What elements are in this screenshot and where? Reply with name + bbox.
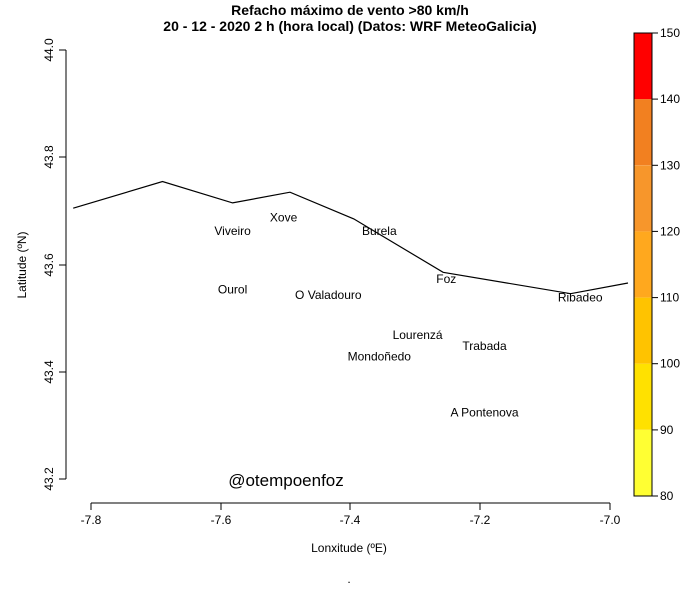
colorbar-tick-label-150: 150 bbox=[660, 26, 680, 40]
colorbar-tick-label-100: 100 bbox=[660, 357, 680, 371]
place-label-mondoñedo: Mondoñedo bbox=[348, 350, 412, 364]
plot-area: Xove Viveiro Burela Foz Ribadeo Ourol O Valado… bbox=[73, 180, 629, 420]
y-tick-label-43-4: 43.4 bbox=[42, 360, 56, 384]
place-labels: Xove Viveiro Burela Foz Ribadeo Ourol O Valado… bbox=[214, 211, 603, 420]
place-label-lourenzá: Lourenzá bbox=[393, 328, 443, 342]
colorbar-band-80-90 bbox=[634, 429, 652, 496]
colorbar-tick-label-90: 90 bbox=[660, 423, 674, 437]
place-label-foz: Foz bbox=[436, 272, 456, 286]
author-credit: @otempoenfoz bbox=[228, 471, 344, 490]
colorbar-frame bbox=[633, 32, 653, 497]
y-axis: 43.2 43.4 43.6 43.8 44.0 Latitude (ºN) bbox=[15, 38, 67, 491]
place-label-a-pontenova: A Pontenova bbox=[450, 406, 518, 420]
wind-gust-colorbar: 80 90 100 110 120 130 140 150 bbox=[633, 26, 680, 503]
y-tick-label-44-0: 44.0 bbox=[42, 38, 56, 62]
place-label-o-valadouro: O Valadouro bbox=[295, 288, 362, 302]
footer-mark: . bbox=[347, 572, 350, 586]
x-axis: -7.8 -7.6 -7.4 -7.2 -7.0 Lonxitude (ºE) bbox=[81, 502, 621, 555]
colorbar-tick-label-130: 130 bbox=[660, 158, 680, 172]
map-title-line-2: 20 - 12 - 2020 2 h (hora local) (Datos: … bbox=[163, 18, 536, 34]
y-axis-label: Latitude (ºN) bbox=[15, 231, 29, 298]
place-label-trabada: Trabada bbox=[462, 339, 507, 353]
y-tick-label-43-8: 43.8 bbox=[42, 145, 56, 169]
colorbar-band-140-150 bbox=[634, 33, 652, 100]
x-tick-label-7-8: -7.8 bbox=[81, 513, 102, 527]
x-tick-label-7-6: -7.6 bbox=[211, 513, 232, 527]
colorbar-band-130-140 bbox=[634, 99, 652, 166]
coastline bbox=[73, 180, 629, 295]
x-tick-label-7-0: -7.0 bbox=[600, 513, 621, 527]
place-label-ribadeo: Ribadeo bbox=[558, 291, 603, 305]
x-tick-label-7-4: -7.4 bbox=[340, 513, 361, 527]
y-tick-label-43-6: 43.6 bbox=[42, 253, 56, 277]
map-title-line-1: Refacho máximo de vento >80 km/h bbox=[231, 2, 469, 18]
y-tick-label-43-2: 43.2 bbox=[42, 467, 56, 491]
colorbar-ticks: 80 90 100 110 120 130 140 150 bbox=[652, 26, 680, 503]
colorbar-band-110-120 bbox=[634, 231, 652, 298]
colorbar-band-90-100 bbox=[634, 363, 652, 430]
colorbar-band-120-130 bbox=[634, 165, 652, 232]
x-tick-label-7-2: -7.2 bbox=[470, 513, 491, 527]
colorbar-tick-label-110: 110 bbox=[660, 291, 679, 305]
colorbar-bands bbox=[634, 33, 652, 496]
colorbar-tick-label-120: 120 bbox=[660, 224, 680, 238]
place-label-viveiro: Viveiro bbox=[214, 224, 251, 238]
colorbar-band-100-110 bbox=[634, 297, 652, 364]
place-label-ourol: Ourol bbox=[218, 283, 247, 297]
place-label-burela: Burela bbox=[362, 224, 397, 238]
colorbar-tick-label-140: 140 bbox=[660, 92, 680, 106]
place-label-xove: Xove bbox=[270, 211, 298, 225]
colorbar-tick-label-80: 80 bbox=[660, 489, 674, 503]
x-axis-label: Lonxitude (ºE) bbox=[311, 541, 387, 555]
